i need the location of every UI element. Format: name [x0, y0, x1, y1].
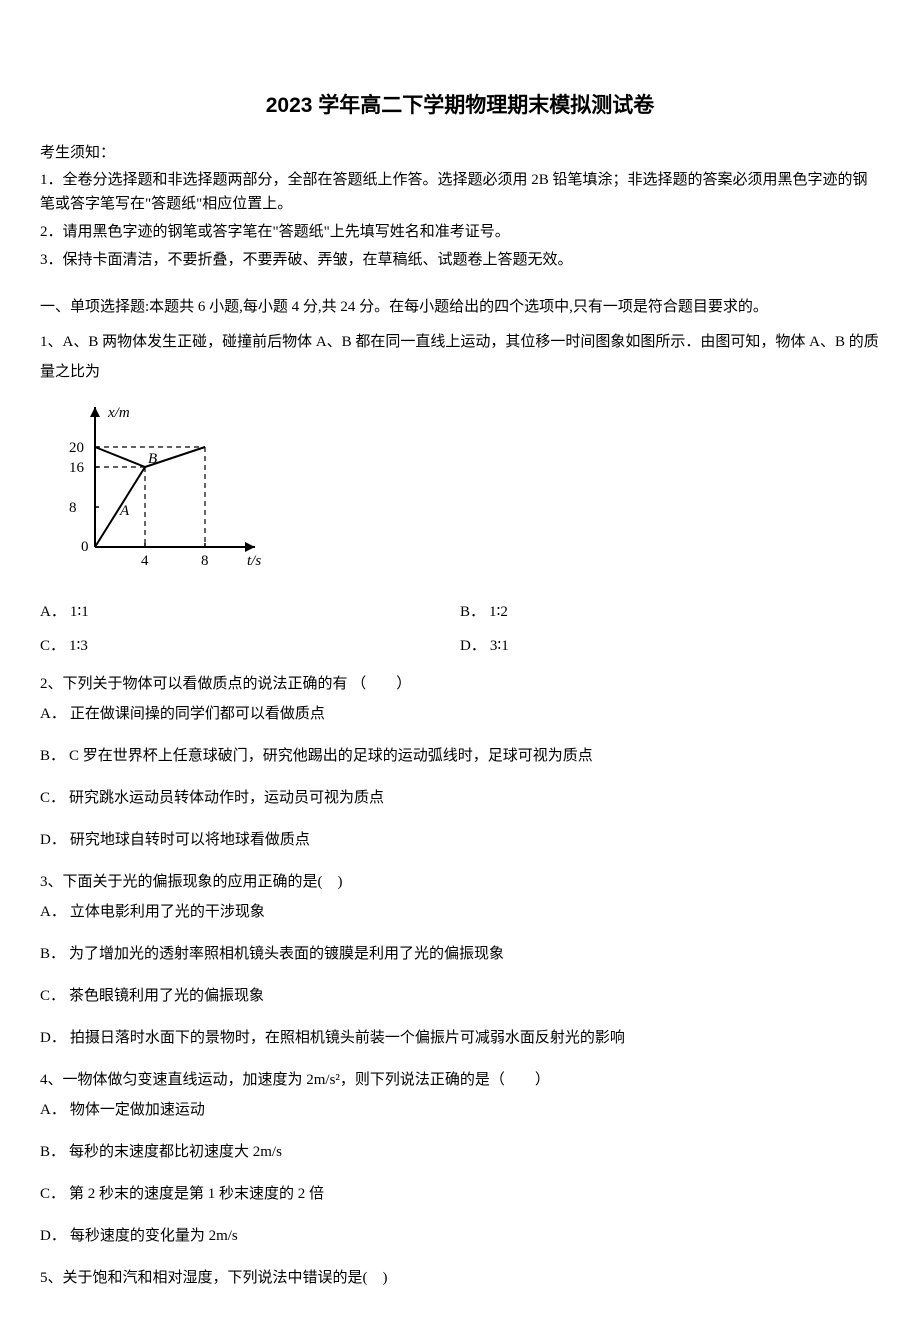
section-header: 一、单项选择题:本题共 6 小题,每小题 4 分,共 24 分。在每小题给出的四…	[40, 296, 880, 319]
question-4: 4、一物体做匀变速直线运动，加速度为 2m/s²，则下列说法正确的是（ ） A．…	[40, 1065, 880, 1251]
question-4-text: 4、一物体做匀变速直线运动，加速度为 2m/s²，则下列说法正确的是（ ）	[40, 1065, 880, 1095]
notice-item-3: 3．保持卡面清洁，不要折叠，不要弄破、弄皱，在草稿纸、试题卷上答题无效。	[40, 248, 880, 272]
question-5-text: 5、关于饱和汽和相对湿度，下列说法中错误的是( )	[40, 1263, 880, 1293]
q1-option-b: B．1∶2	[460, 597, 880, 627]
q1-option-d: D．3∶1	[460, 631, 880, 661]
svg-text:0: 0	[81, 539, 89, 555]
question-5: 5、关于饱和汽和相对湿度，下列说法中错误的是( )	[40, 1263, 880, 1293]
q1-option-c: C．1∶3	[40, 631, 460, 661]
question-2-text: 2、下列关于物体可以看做质点的说法正确的有 （ ）	[40, 669, 880, 699]
question-1: 1、A、B 两物体发生正碰，碰撞前后物体 A、B 都在同一直线上运动，其位移一时…	[40, 327, 880, 661]
q3-option-a-text: 立体电影利用了光的干涉现象	[70, 904, 265, 920]
notice-item-1: 1．全卷分选择题和非选择题两部分，全部在答题纸上作答。选择题必须用 2B 铅笔填…	[40, 168, 880, 216]
q2-option-a-text: 正在做课间操的同学们都可以看做质点	[70, 706, 325, 722]
svg-text:4: 4	[141, 553, 149, 569]
q3-option-a: A．立体电影利用了光的干涉现象	[40, 897, 880, 927]
q4-option-d-text: 每秒速度的变化量为 2m/s	[70, 1228, 238, 1244]
q3-option-b-text: 为了增加光的透射率照相机镜头表面的镀膜是利用了光的偏振现象	[69, 946, 504, 962]
q2-option-c-text: 研究跳水运动员转体动作时，运动员可视为质点	[69, 790, 384, 806]
q3-option-b: B．为了增加光的透射率照相机镜头表面的镀膜是利用了光的偏振现象	[40, 939, 880, 969]
q4-option-b: B．每秒的末速度都比初速度大 2m/s	[40, 1137, 880, 1167]
q2-option-d: D．研究地球自转时可以将地球看做质点	[40, 825, 880, 855]
question-2: 2、下列关于物体可以看做质点的说法正确的有 （ ） A．正在做课间操的同学们都可…	[40, 669, 880, 855]
svg-text:20: 20	[69, 440, 84, 456]
q4-option-a-text: 物体一定做加速运动	[70, 1102, 205, 1118]
svg-text:16: 16	[69, 460, 85, 476]
q3-option-c: C．茶色眼镜利用了光的偏振现象	[40, 981, 880, 1011]
svg-text:x/m: x/m	[107, 405, 130, 421]
q3-option-c-text: 茶色眼镜利用了光的偏振现象	[69, 988, 264, 1004]
q1-option-c-text: 1∶3	[69, 638, 88, 654]
q2-option-a: A．正在做课间操的同学们都可以看做质点	[40, 699, 880, 729]
notice-item-2: 2．请用黑色字迹的钢笔或答字笔在"答题纸"上先填写姓名和准考证号。	[40, 220, 880, 244]
q2-option-b-text: C 罗在世界杯上任意球破门，研究他踢出的足球的运动弧线时，足球可视为质点	[69, 748, 593, 764]
question-3-text: 3、下面关于光的偏振现象的应用正确的是( )	[40, 867, 880, 897]
notice-header: 考生须知：	[40, 142, 880, 165]
q4-option-d: D．每秒速度的变化量为 2m/s	[40, 1221, 880, 1251]
svg-text:A: A	[119, 503, 130, 519]
q4-option-c: C．第 2 秒末的速度是第 1 秒末速度的 2 倍	[40, 1179, 880, 1209]
svg-text:8: 8	[201, 553, 209, 569]
q4-option-a: A．物体一定做加速运动	[40, 1095, 880, 1125]
q4-option-c-text: 第 2 秒末的速度是第 1 秒末速度的 2 倍	[69, 1186, 324, 1202]
q1-option-b-text: 1∶2	[489, 604, 508, 620]
question-3: 3、下面关于光的偏振现象的应用正确的是( ) A．立体电影利用了光的干涉现象 B…	[40, 867, 880, 1053]
q3-option-d-text: 拍摄日落时水面下的景物时，在照相机镜头前装一个偏振片可减弱水面反射光的影响	[70, 1030, 625, 1046]
q1-option-d-text: 3∶1	[490, 638, 509, 654]
svg-text:8: 8	[69, 500, 77, 516]
q1-chart: x/m t/s 0 4 8 8 16 20 A B	[40, 397, 880, 582]
svg-text:B: B	[148, 451, 157, 467]
question-1-text: 1、A、B 两物体发生正碰，碰撞前后物体 A、B 都在同一直线上运动，其位移一时…	[40, 327, 880, 387]
q4-option-b-text: 每秒的末速度都比初速度大 2m/s	[69, 1144, 282, 1160]
q2-option-b: B．C 罗在世界杯上任意球破门，研究他踢出的足球的运动弧线时，足球可视为质点	[40, 741, 880, 771]
page-title: 2023 学年高二下学期物理期末模拟测试卷	[40, 90, 880, 122]
svg-text:t/s: t/s	[247, 553, 261, 569]
q2-option-c: C．研究跳水运动员转体动作时，运动员可视为质点	[40, 783, 880, 813]
q2-option-d-text: 研究地球自转时可以将地球看做质点	[70, 832, 310, 848]
q1-option-a-text: 1∶1	[70, 604, 89, 620]
q3-option-d: D．拍摄日落时水面下的景物时，在照相机镜头前装一个偏振片可减弱水面反射光的影响	[40, 1023, 880, 1053]
q1-option-a: A．1∶1	[40, 597, 460, 627]
